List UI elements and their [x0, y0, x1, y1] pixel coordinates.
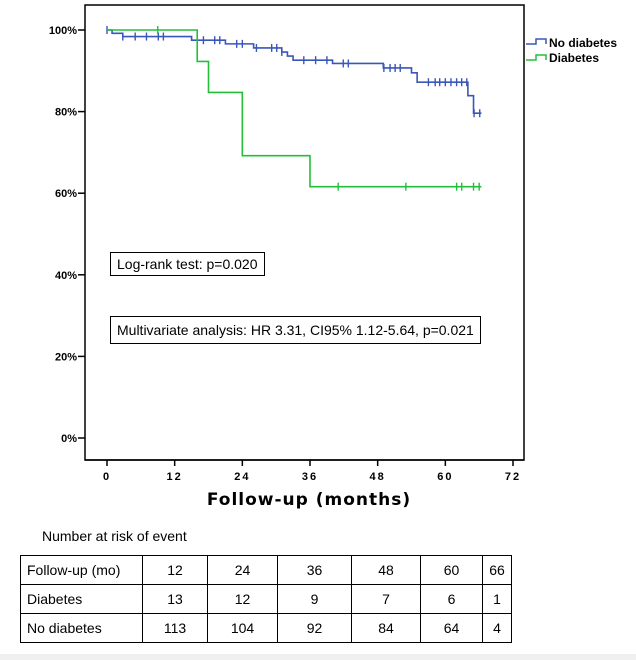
risk-cell: 6 [420, 584, 483, 614]
risk-table: Follow-up (mo) 12 24 36 48 60 66 Diabetes 13 12 9 7… [20, 555, 512, 643]
legend-label-no-diabetes: No diabetes [549, 36, 617, 50]
x-tick-label: 0 [103, 471, 111, 483]
risk-cell: 113 [142, 613, 208, 643]
risk-cell: 36 [277, 555, 352, 585]
risk-table-row: Diabetes 13 12 9 7 6 1 [20, 584, 512, 614]
y-tick-label: 100% [49, 25, 77, 37]
risk-cell: 92 [277, 613, 352, 643]
risk-cell: 104 [207, 613, 278, 643]
risk-cell: 4 [482, 613, 512, 643]
y-tick-label: 80% [55, 107, 77, 119]
risk-cell: 66 [482, 555, 512, 585]
x-axis-label: Follow-up (months) [207, 490, 411, 510]
row-label: Diabetes [20, 584, 143, 614]
risk-table-row: No diabetes 113 104 92 84 64 4 [20, 613, 512, 643]
legend-swatch-diabetes [526, 54, 547, 61]
risk-cell: 24 [207, 555, 278, 585]
risk-cell: 84 [351, 613, 421, 643]
risk-cell: 60 [420, 555, 483, 585]
x-tick-label: 60 [437, 471, 453, 483]
risk-table-row: Follow-up (mo) 12 24 36 48 60 66 [20, 555, 512, 585]
y-tick-label: 60% [55, 188, 77, 200]
bottom-strip [0, 654, 636, 660]
risk-cell: 48 [351, 555, 421, 585]
legend-swatch-no-diabetes [526, 38, 547, 45]
plot-frame [84, 4, 525, 461]
multivariate-annotation: Multivariate analysis: HR 3.31, CI95% 1.… [110, 316, 481, 344]
legend-label-diabetes: Diabetes [549, 51, 599, 65]
x-tick-label: 48 [370, 471, 386, 483]
x-tick-label: 36 [302, 471, 318, 483]
row-label: No diabetes [20, 613, 143, 643]
y-tick-label: 20% [55, 351, 77, 363]
risk-cell: 13 [142, 584, 208, 614]
row-label: Follow-up (mo) [20, 555, 143, 585]
risk-cell: 1 [482, 584, 512, 614]
risk-cell: 64 [420, 613, 483, 643]
y-tick-label: 40% [55, 270, 77, 282]
km-chart: 0 12 24 36 48 60 72 0% 20% 40% 60% 80% 100% Follow-u… [49, 4, 617, 510]
legend: No diabetes Diabetes [526, 36, 617, 65]
risk-cell: 12 [142, 555, 208, 585]
curve-diabetes [107, 29, 482, 188]
x-tick-label: 72 [505, 471, 521, 483]
x-tick-label: 12 [167, 471, 183, 483]
curve-no-diabetes [107, 29, 482, 115]
x-tick-label: 24 [234, 471, 250, 483]
risk-cell: 7 [351, 584, 421, 614]
risk-cell: 9 [277, 584, 352, 614]
logrank-annotation: Log-rank test: p=0.020 [110, 252, 265, 276]
y-tick-label: 0% [61, 433, 77, 445]
risk-cell: 12 [207, 584, 278, 614]
risk-table-title: Number at risk of event [42, 528, 187, 544]
